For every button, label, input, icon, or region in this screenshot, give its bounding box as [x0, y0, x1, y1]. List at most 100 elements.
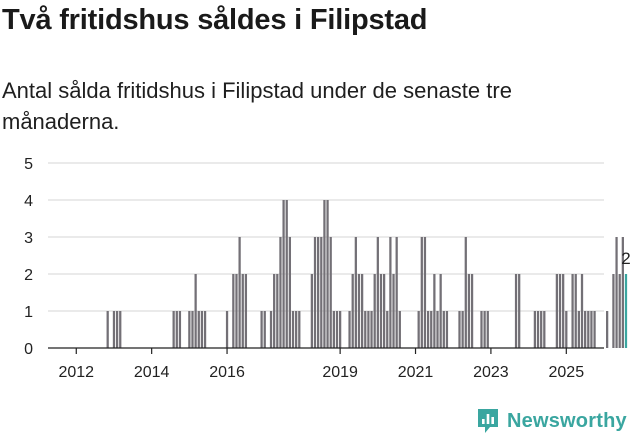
bar — [593, 311, 596, 348]
y-tick-label: 2 — [24, 267, 33, 284]
x-tick-label: 2019 — [322, 364, 358, 381]
y-tick-label: 5 — [24, 156, 33, 173]
bar — [615, 237, 618, 348]
bar — [106, 311, 109, 348]
bar — [232, 274, 235, 348]
bar — [612, 274, 615, 348]
bar — [172, 311, 175, 348]
bar — [279, 237, 282, 348]
bar — [464, 237, 467, 348]
bar — [426, 311, 430, 348]
bar — [273, 274, 276, 348]
bar — [379, 274, 383, 348]
bar — [555, 274, 559, 348]
bar — [310, 274, 313, 348]
bar — [433, 274, 436, 348]
axes — [48, 347, 604, 354]
x-tick-label: 2023 — [473, 364, 509, 381]
bar — [461, 311, 464, 348]
bar — [191, 311, 194, 348]
bar — [486, 311, 489, 348]
bar — [562, 274, 565, 348]
y-tick-label: 0 — [24, 341, 33, 358]
brand-name: Newsworthy — [507, 409, 627, 432]
bar — [558, 274, 562, 348]
bar — [458, 311, 461, 348]
bar — [175, 311, 178, 348]
bar — [260, 311, 263, 348]
bar — [536, 311, 540, 348]
bar — [386, 311, 389, 348]
bar — [269, 311, 273, 348]
bar-chart: 0 1 2 3 4 5 2 2012 2014 2016 2019 2021 2023 2025 — [24, 156, 631, 381]
bar — [351, 274, 354, 348]
bar — [360, 274, 364, 348]
bar — [389, 237, 392, 348]
y-tick-label: 4 — [24, 193, 33, 210]
bar — [119, 311, 122, 348]
bar — [194, 274, 197, 348]
bar — [364, 311, 367, 348]
bar — [235, 274, 238, 348]
bar — [577, 311, 581, 348]
newsworthy-logo-icon — [478, 409, 498, 433]
bar — [197, 311, 200, 348]
bar — [621, 237, 624, 348]
bar — [115, 311, 119, 348]
bar — [436, 311, 439, 348]
bar — [483, 311, 486, 348]
bar — [584, 311, 587, 348]
bar — [335, 311, 339, 348]
bar — [543, 311, 546, 348]
x-tick-label: 2014 — [134, 364, 170, 381]
bar — [571, 274, 574, 348]
bar — [348, 311, 351, 348]
bar — [244, 274, 248, 348]
bar — [313, 237, 317, 348]
bar — [565, 311, 568, 348]
bar — [332, 311, 335, 348]
bar — [430, 311, 433, 348]
bar — [370, 311, 373, 348]
bar — [587, 311, 590, 348]
bar — [295, 311, 298, 348]
bar — [317, 237, 320, 348]
bar — [590, 311, 593, 348]
bar — [417, 311, 420, 348]
chart-subtitle: Antal sålda fritidshus i Filipstad under… — [2, 78, 512, 134]
bar — [439, 274, 442, 348]
bar — [467, 274, 471, 348]
bar — [470, 274, 474, 348]
bar — [357, 274, 361, 348]
x-tick-label: 2025 — [549, 364, 585, 381]
y-tick-label: 1 — [24, 304, 33, 321]
bar — [395, 237, 398, 348]
bar — [238, 237, 241, 348]
bar — [533, 311, 537, 348]
bar — [326, 200, 329, 348]
bar — [112, 311, 116, 348]
bar — [480, 311, 483, 348]
bar — [574, 274, 577, 348]
bar — [241, 274, 244, 348]
x-tick-label: 2021 — [398, 364, 434, 381]
bar — [382, 274, 386, 348]
brand-logo: Newsworthy — [476, 407, 627, 435]
chart-title: Två fritidshus såldes i Filipstad — [2, 4, 428, 36]
bar — [445, 311, 449, 348]
bar — [420, 237, 423, 348]
bar — [442, 311, 445, 348]
bar-data-label: 2 — [621, 249, 630, 268]
bar — [392, 274, 395, 348]
bar — [200, 311, 204, 348]
bar — [618, 274, 621, 348]
bar — [285, 200, 288, 348]
bar — [398, 311, 401, 348]
x-tick-label: 2012 — [58, 364, 94, 381]
bar — [540, 311, 543, 348]
bar — [367, 311, 370, 348]
bar — [514, 274, 518, 348]
bar — [339, 311, 342, 348]
grid-lines — [48, 162, 604, 312]
bar — [288, 237, 292, 348]
